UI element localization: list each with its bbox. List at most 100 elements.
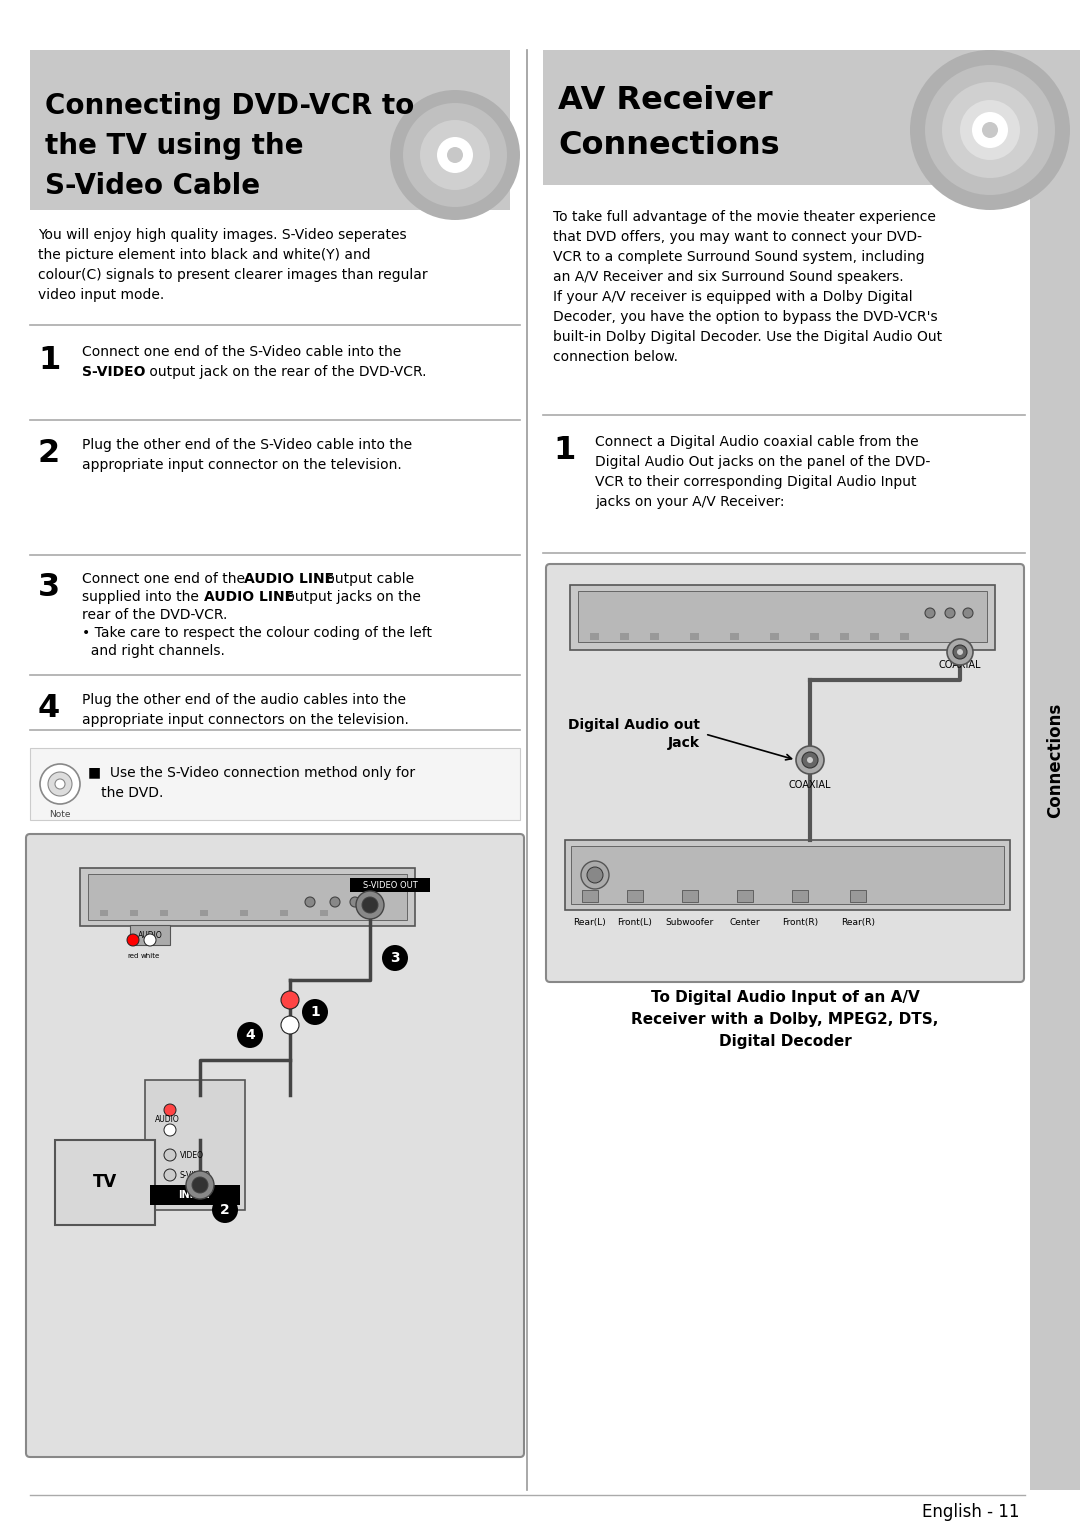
- Circle shape: [581, 861, 609, 890]
- Bar: [730, 633, 739, 639]
- Text: COAXIAL: COAXIAL: [788, 780, 832, 790]
- Bar: [810, 633, 819, 639]
- Bar: [130, 909, 138, 916]
- Text: S-VIDEO: S-VIDEO: [82, 365, 146, 378]
- Text: Front(R): Front(R): [782, 919, 818, 926]
- Text: AUDIO LINE: AUDIO LINE: [204, 591, 294, 604]
- Text: English - 11: English - 11: [922, 1503, 1020, 1521]
- Bar: [690, 633, 699, 639]
- Circle shape: [281, 1016, 299, 1035]
- Circle shape: [953, 645, 967, 659]
- Bar: [870, 633, 879, 639]
- Text: 4: 4: [245, 1029, 255, 1042]
- Bar: [650, 633, 659, 639]
- Text: AV Receiver: AV Receiver: [558, 85, 772, 116]
- Bar: [30, 748, 519, 819]
- Circle shape: [48, 772, 72, 797]
- Circle shape: [237, 1022, 264, 1048]
- Bar: [840, 633, 849, 639]
- Circle shape: [796, 746, 824, 774]
- Bar: [737, 890, 753, 902]
- Text: Connect a Digital Audio coaxial cable from the
Digital Audio Out jacks on the pa: Connect a Digital Audio coaxial cable fr…: [595, 435, 930, 510]
- Circle shape: [356, 891, 384, 919]
- Text: COAXIAL: COAXIAL: [939, 661, 982, 670]
- Circle shape: [403, 102, 507, 208]
- Text: Plug the other end of the S-Video cable into the
appropriate input connector on : Plug the other end of the S-Video cable …: [82, 438, 413, 472]
- Circle shape: [127, 934, 139, 946]
- Bar: [350, 877, 430, 893]
- Circle shape: [302, 1000, 328, 1025]
- Text: AUDIO: AUDIO: [137, 931, 162, 940]
- Circle shape: [305, 897, 315, 906]
- Bar: [145, 1080, 245, 1210]
- Bar: [578, 591, 987, 642]
- Bar: [30, 50, 510, 211]
- Circle shape: [924, 607, 935, 618]
- Text: AUDIO: AUDIO: [156, 1116, 179, 1125]
- Text: rear of the DVD-VCR.: rear of the DVD-VCR.: [82, 607, 228, 623]
- Circle shape: [40, 765, 80, 804]
- Circle shape: [420, 121, 490, 191]
- Circle shape: [164, 1169, 176, 1181]
- Bar: [582, 890, 598, 902]
- Bar: [627, 890, 643, 902]
- Bar: [100, 909, 108, 916]
- Text: Connect one end of the S-Video cable into the: Connect one end of the S-Video cable int…: [82, 345, 402, 359]
- Bar: [770, 633, 779, 639]
- Text: red: red: [127, 954, 138, 958]
- Text: 2: 2: [220, 1202, 230, 1218]
- Text: Center: Center: [730, 919, 760, 926]
- Text: 3: 3: [390, 951, 400, 964]
- Bar: [87, 874, 407, 920]
- Text: Jack: Jack: [669, 736, 700, 749]
- Circle shape: [982, 122, 998, 137]
- Circle shape: [924, 66, 1055, 195]
- Text: Connections: Connections: [1047, 702, 1064, 818]
- Circle shape: [802, 752, 818, 768]
- Text: Plug the other end of the audio cables into the
appropriate input connectors on : Plug the other end of the audio cables i…: [82, 693, 409, 726]
- Text: ■  Use the S-Video connection method only for: ■ Use the S-Video connection method only…: [87, 766, 415, 780]
- Bar: [130, 925, 170, 945]
- Text: S-VIDEO OUT: S-VIDEO OUT: [363, 881, 417, 890]
- Bar: [360, 909, 368, 916]
- Circle shape: [972, 111, 1008, 148]
- Circle shape: [362, 897, 378, 913]
- Text: 4: 4: [38, 693, 60, 723]
- Text: 3: 3: [38, 572, 60, 603]
- Circle shape: [910, 50, 1070, 211]
- Circle shape: [350, 897, 360, 906]
- Bar: [55, 1140, 156, 1225]
- Bar: [150, 1186, 240, 1206]
- Circle shape: [144, 934, 156, 946]
- Bar: [280, 909, 288, 916]
- Circle shape: [164, 1149, 176, 1161]
- Text: 1: 1: [310, 1006, 320, 1019]
- Text: white: white: [140, 954, 160, 958]
- Circle shape: [55, 778, 65, 789]
- Text: and right channels.: and right channels.: [82, 644, 225, 658]
- Text: Rear(R): Rear(R): [841, 919, 875, 926]
- Text: To Digital Audio Input of an A/V
Receiver with a Dolby, MPEG2, DTS,
Digital Deco: To Digital Audio Input of an A/V Receive…: [632, 990, 939, 1050]
- Text: S-VIDEO: S-VIDEO: [180, 1170, 211, 1180]
- Bar: [792, 890, 808, 902]
- Circle shape: [963, 607, 973, 618]
- Bar: [590, 633, 599, 639]
- Circle shape: [164, 1125, 176, 1135]
- Circle shape: [281, 990, 299, 1009]
- Text: output jacks on the: output jacks on the: [282, 591, 421, 604]
- Bar: [681, 890, 698, 902]
- Text: INPUT: INPUT: [178, 1190, 212, 1199]
- Bar: [543, 50, 1030, 185]
- Text: To take full advantage of the movie theater experience
that DVD offers, you may : To take full advantage of the movie thea…: [553, 211, 942, 365]
- Bar: [320, 909, 328, 916]
- Text: Note: Note: [50, 810, 71, 819]
- Text: 1: 1: [38, 345, 60, 375]
- Bar: [160, 909, 168, 916]
- Text: output cable: output cable: [322, 572, 414, 586]
- Circle shape: [942, 82, 1038, 179]
- Bar: [565, 839, 1010, 909]
- Text: Subwoofer: Subwoofer: [666, 919, 714, 926]
- Bar: [1030, 50, 1080, 1489]
- Circle shape: [382, 945, 408, 971]
- Circle shape: [588, 867, 603, 884]
